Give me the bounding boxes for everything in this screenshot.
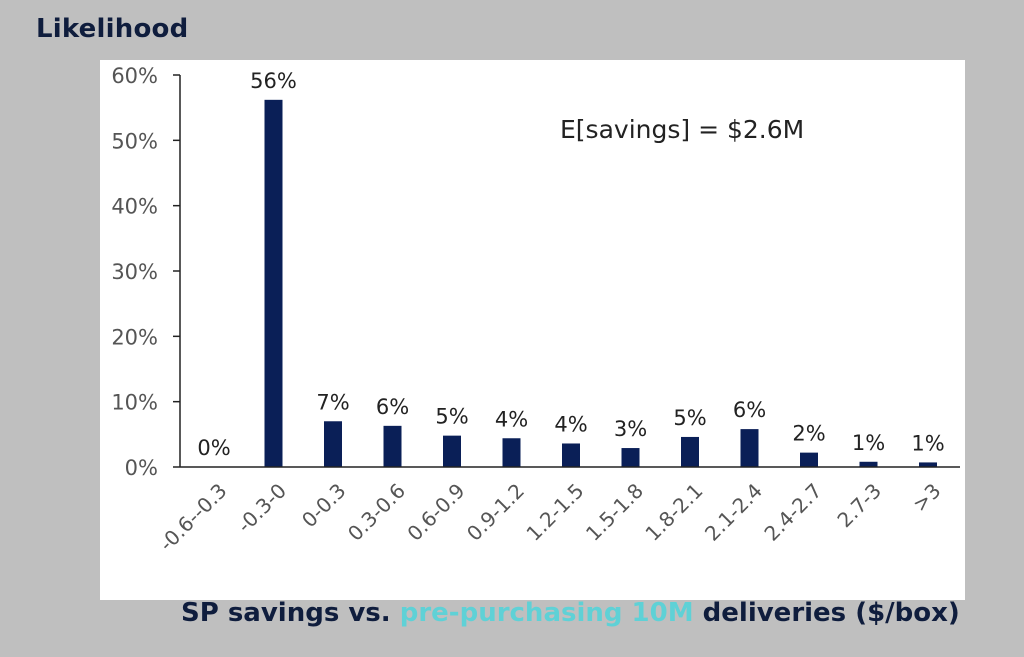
data-label: 3% xyxy=(614,417,647,441)
y-axis: 0% 10% 20% 30% 40% 50% 60% xyxy=(111,64,181,480)
x-tick-label: >3 xyxy=(908,479,946,517)
y-tick-label: 30% xyxy=(111,260,158,284)
y-tick-label: 60% xyxy=(111,64,158,88)
data-label: 56% xyxy=(250,69,297,93)
x-axis-title-part: deliveries ($/box) xyxy=(693,598,960,628)
plot-area xyxy=(100,60,965,600)
x-tick-label: 0-0.3 xyxy=(297,479,351,533)
y-tick-label: 0% xyxy=(125,456,158,480)
bar xyxy=(681,436,699,467)
data-label: 6% xyxy=(733,398,766,422)
y-tick-label: 50% xyxy=(111,129,158,153)
y-tick-label: 20% xyxy=(111,325,158,349)
data-label: 2% xyxy=(792,422,825,446)
x-tick-label: 1.2-1.5 xyxy=(521,479,588,546)
y-tick-label: 10% xyxy=(111,391,158,415)
x-tick-label: 0.9-1.2 xyxy=(462,479,529,546)
bar xyxy=(443,435,461,467)
x-tick-label: 0.3-0.6 xyxy=(343,479,410,546)
bar xyxy=(383,425,402,467)
bar xyxy=(859,461,878,467)
bar xyxy=(740,429,759,467)
data-label: 1% xyxy=(911,431,944,455)
x-axis-title-highlight: pre-purchasing 10M xyxy=(399,598,694,628)
data-label: 7% xyxy=(316,390,349,414)
bar xyxy=(324,421,342,467)
data-label: 4% xyxy=(495,407,528,431)
x-tick-label: 0.6-0.9 xyxy=(402,479,469,546)
x-axis-title-part: SP savings vs. xyxy=(181,598,400,628)
x-axis: -0.6--0.3 -0.3-0 0-0.30.3-0.60.6-0.90.9-1.… xyxy=(154,466,960,556)
x-tick-label: 1.5-1.8 xyxy=(581,479,648,546)
data-labels: 0% 56% 7% 6% 5% 4% 4% 3% 5% 6% 2% 1% 1% xyxy=(197,69,944,460)
x-tick-label: 2.1-2.4 xyxy=(700,479,767,546)
data-label: 5% xyxy=(435,405,468,429)
x-tick-label: -0.6--0.3 xyxy=(154,479,231,556)
x-tick-label: 1.8-2.1 xyxy=(640,479,707,546)
bars xyxy=(264,99,937,468)
data-label: 5% xyxy=(673,406,706,430)
bar xyxy=(562,443,580,467)
x-tick-label: 2.4-2.7 xyxy=(759,479,826,546)
data-label: 0% xyxy=(197,436,230,460)
data-label: 1% xyxy=(852,431,885,455)
x-axis-title: SP savings vs. pre-purchasing 10M delive… xyxy=(181,598,960,628)
bar xyxy=(621,448,640,467)
data-label: 4% xyxy=(554,412,587,436)
bar xyxy=(919,462,937,467)
y-tick-label: 40% xyxy=(111,195,158,219)
bar xyxy=(800,452,818,467)
bar xyxy=(502,438,521,467)
data-label: 6% xyxy=(376,395,409,419)
x-tick-label: -0.3-0 xyxy=(232,479,291,538)
y-axis-title: Likelihood xyxy=(36,14,189,44)
x-tick-label: 2.7-3 xyxy=(832,479,886,533)
expected-savings-annotation: E[savings] = $2.6M xyxy=(560,115,804,144)
bar xyxy=(264,99,283,468)
